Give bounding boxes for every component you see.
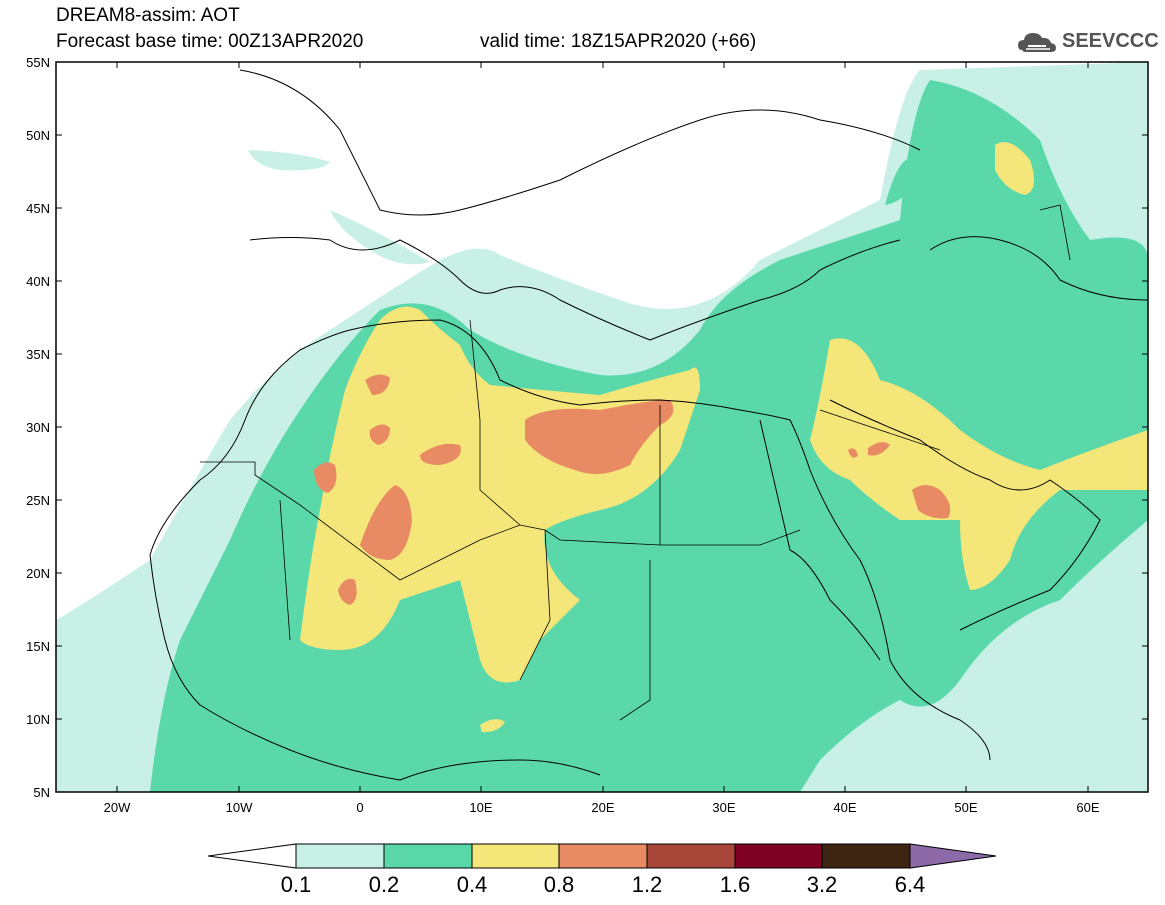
lat-labels: 55N 50N 45N 40N 35N 30N 25N 20N 15N 10N …: [26, 55, 50, 800]
lat-label: 45N: [26, 201, 50, 216]
lon-label: 40E: [833, 800, 856, 815]
colorbar-label: 1.6: [719, 872, 751, 897]
borders: [200, 204, 1071, 721]
lon-label: 30E: [712, 800, 735, 815]
cloud-icon: [1018, 33, 1056, 52]
lat-label: 10N: [26, 712, 50, 727]
aot-band-0-4: [300, 142, 1148, 733]
logo-text: SEEVCCC: [1062, 30, 1159, 52]
forecast-base-time: Forecast base time: 00Z13APR2020: [56, 31, 364, 52]
colorbar-segment: [646, 843, 736, 869]
lat-label: 25N: [26, 493, 50, 508]
colorbar-low-arrow: [207, 843, 297, 869]
colorbar-label: 6.4: [894, 872, 926, 897]
lon-label: 20W: [104, 800, 131, 815]
lon-label: 0: [356, 800, 363, 815]
lon-label: 10W: [226, 800, 253, 815]
colorbar-segment: [734, 843, 823, 869]
colorbar-label: 0.4: [456, 872, 488, 897]
lon-labels: 20W 10W 0 10E 20E 30E 40E 50E 60E: [104, 800, 1100, 815]
lat-label: 35N: [26, 347, 50, 362]
lat-label: 30N: [26, 420, 50, 435]
lon-label: 20E: [591, 800, 614, 815]
aot-field: [56, 62, 1148, 792]
colorbar-segment: [558, 843, 648, 869]
colorbar-segment: [821, 843, 911, 869]
coastlines: [149, 69, 1148, 781]
valid-time: valid time: 18Z15APR2020 (+66): [480, 31, 757, 52]
colorbar: [207, 843, 997, 869]
colorbar-segment: [383, 843, 473, 869]
colorbar-segment: [471, 843, 560, 869]
colorbar-segment: [295, 843, 385, 869]
colorbar-high-arrow: [909, 843, 997, 869]
lat-label: 20N: [26, 566, 50, 581]
lat-label: 40N: [26, 274, 50, 289]
lon-label: 60E: [1076, 800, 1099, 815]
axis-ticks: [56, 62, 1148, 792]
colorbar-label: 3.2: [806, 872, 838, 897]
colorbar-label: 0.2: [368, 872, 400, 897]
colorbar-label: 0.8: [543, 872, 575, 897]
lon-label: 10E: [469, 800, 492, 815]
aot-band-0-8: [314, 374, 951, 605]
lat-label: 15N: [26, 639, 50, 654]
colorbar-label: 1.2: [631, 872, 663, 897]
lat-label: 50N: [26, 128, 50, 143]
map-title: DREAM8-assim: AOT: [56, 5, 240, 26]
lat-label: 55N: [26, 55, 50, 70]
seevccc-logo: [1018, 33, 1056, 52]
colorbar-label: 0.1: [280, 872, 312, 897]
lon-label: 50E: [954, 800, 977, 815]
lat-label: 5N: [33, 785, 50, 800]
